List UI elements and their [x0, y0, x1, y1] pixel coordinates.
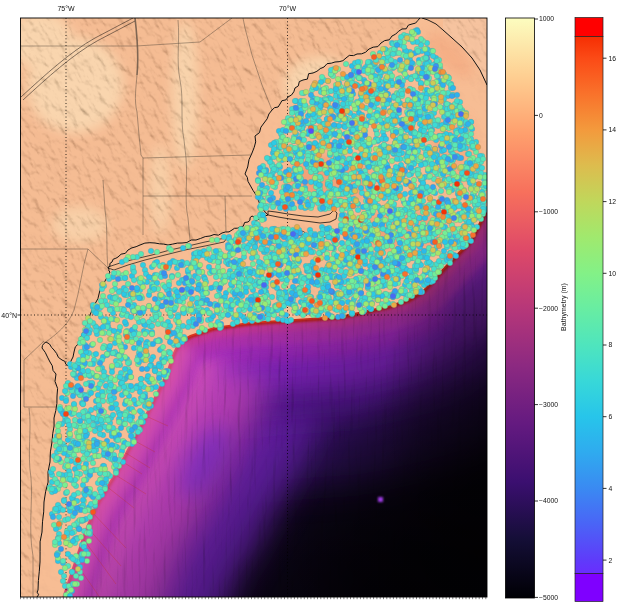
svg-text:14: 14 — [609, 126, 617, 133]
svg-text:1000: 1000 — [539, 15, 554, 22]
svg-text:0: 0 — [539, 112, 543, 119]
svg-text:−3000: −3000 — [539, 401, 558, 408]
svg-text:Bathymetry (m): Bathymetry (m) — [560, 283, 568, 331]
svg-text:−5000: −5000 — [539, 594, 558, 601]
svg-text:−2000: −2000 — [539, 305, 558, 312]
svg-text:6: 6 — [609, 413, 613, 420]
svg-text:4: 4 — [609, 485, 613, 492]
svg-text:8: 8 — [609, 341, 613, 348]
svg-text:16: 16 — [609, 55, 617, 62]
svg-text:2: 2 — [609, 557, 613, 564]
svg-text:−1000: −1000 — [539, 208, 558, 215]
svg-text:75°W: 75°W — [57, 5, 75, 12]
svg-text:40°N: 40°N — [1, 312, 17, 319]
svg-text:10: 10 — [609, 270, 617, 277]
svg-text:12: 12 — [609, 198, 617, 205]
svg-text:70°W: 70°W — [279, 5, 297, 12]
svg-text:−4000: −4000 — [539, 497, 558, 504]
